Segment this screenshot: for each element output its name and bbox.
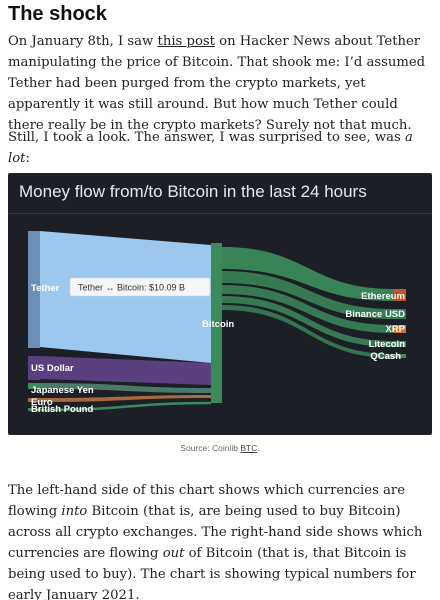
emphasis-out: out: [162, 546, 185, 561]
btc-link[interactable]: BTC: [240, 443, 258, 453]
litecoin-flow[interactable]: [222, 296, 394, 347]
ethereum-node[interactable]: [394, 289, 406, 301]
ethereum-label: Ethereum: [361, 291, 405, 302]
british-pound-flow[interactable]: [39, 401, 212, 412]
intro-text-start: On January 8th, I saw: [8, 34, 158, 49]
japanese-yen-node[interactable]: [28, 383, 40, 389]
euro-label: Euro: [31, 397, 53, 408]
xrp-node[interactable]: [394, 325, 406, 333]
figure-caption: Source: Coinlib BTC.: [0, 443, 440, 453]
figure-title: Money flow from/to Bitcoin in the last 2…: [19, 182, 367, 201]
explanation-text-1: The left-hand side of this chart shows w…: [8, 483, 406, 519]
litecoin-node[interactable]: [394, 341, 406, 347]
explanation-text-3: of Bitcoin (that is, that Bitcoin is bei…: [8, 546, 416, 600]
euro-flow[interactable]: [40, 395, 211, 402]
euro-node[interactable]: [28, 398, 40, 402]
figure-divider: [8, 213, 432, 214]
tether-flow[interactable]: [40, 231, 211, 363]
bitcoin-label: Bitcoin: [202, 319, 234, 330]
litecoin-label: Litecoin: [369, 339, 406, 350]
qcash-flow[interactable]: [222, 305, 394, 358]
xrp-label: XRP: [385, 324, 405, 335]
second-paragraph: Still, I took a look. The answer, I was …: [8, 127, 434, 169]
tooltip-text: Tether ↔ Bitcoin: $10.09 B: [78, 283, 185, 293]
money-flow-figure: Money flow from/to Bitcoin in the last 2…: [8, 173, 432, 435]
bitcoin-node[interactable]: [211, 243, 222, 403]
emphasis-into: into: [61, 504, 88, 519]
us-dollar-node[interactable]: [28, 356, 40, 380]
this-post-link[interactable]: this post: [157, 34, 215, 49]
binance-usd-flow[interactable]: [222, 271, 394, 319]
xrp-flow[interactable]: [222, 285, 394, 333]
intro-text-end: on Hacker News about Tether manipulating…: [8, 34, 426, 133]
japanese-yen-flow[interactable]: [40, 383, 211, 393]
emphasis-a-lot: a lot: [8, 130, 413, 166]
second-text: Still, I took a look. The answer, I was …: [8, 130, 405, 145]
qcash-label: QCash: [370, 351, 401, 362]
tether-label: Tether: [31, 283, 60, 294]
sankey-diagram: Tether ↔ Bitcoin: $10.09 B Tether US Dol…: [28, 231, 406, 415]
binance-usd-label: Binance USD: [345, 309, 405, 320]
japanese-yen-label: Japanese Yen: [31, 385, 94, 396]
caption-suffix: .: [257, 443, 260, 453]
ethereum-flow[interactable]: [222, 247, 394, 301]
tether-node[interactable]: [28, 231, 40, 348]
tooltip-box: [69, 277, 211, 297]
caption-prefix: Source: Coinlib: [180, 443, 241, 453]
explanation-text-2: Bitcoin (that is, are being used to buy …: [8, 504, 423, 561]
binance-usd-node[interactable]: [394, 309, 406, 319]
british-pound-node[interactable]: [28, 408, 40, 411]
second-text-end: :: [25, 151, 30, 166]
section-heading: The shock: [8, 3, 107, 25]
us-dollar-label: US Dollar: [31, 363, 74, 374]
intro-paragraph: On January 8th, I saw this post on Hacke…: [8, 31, 434, 136]
us-dollar-flow[interactable]: [40, 356, 211, 385]
explanation-paragraph: The left-hand side of this chart shows w…: [8, 480, 434, 600]
qcash-node[interactable]: [394, 354, 406, 358]
british-pound-label: British Pound: [31, 404, 93, 415]
